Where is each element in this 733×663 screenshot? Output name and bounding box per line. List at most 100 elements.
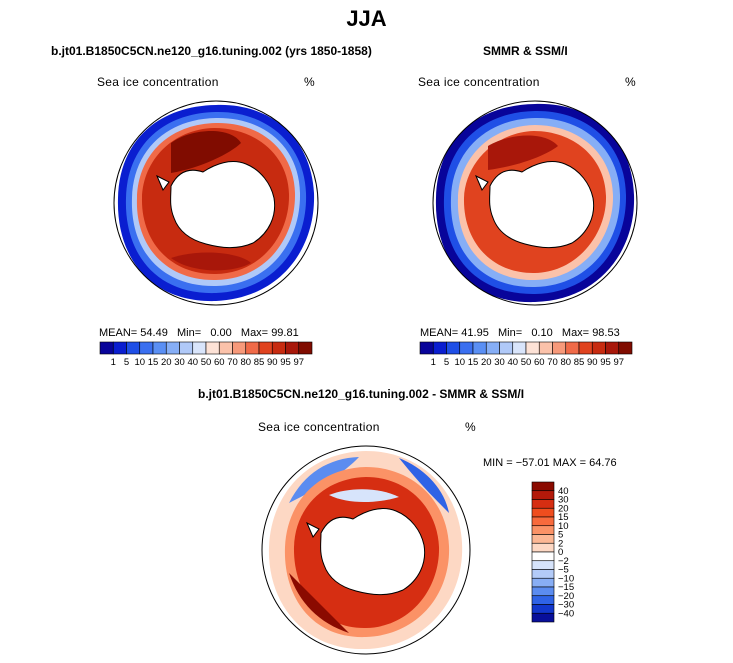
diff-colorbar-tick-2: 20 xyxy=(558,503,569,514)
model-colorbar-tick-0: 1 xyxy=(111,357,116,368)
obs-colorbar-box-11 xyxy=(565,341,580,355)
model-variable-label: Sea ice concentration xyxy=(97,75,219,89)
obs-colorbar-box-14 xyxy=(605,341,620,355)
diff-colorbar-box-4 xyxy=(531,516,555,527)
diff-variable-label: Sea ice concentration xyxy=(258,420,380,434)
obs-max-value: 98.53 xyxy=(592,327,620,339)
diff-colorbar-box-12 xyxy=(531,586,555,597)
model-colorbar-tick-5: 30 xyxy=(174,357,185,368)
model-panel-subtitle: b.jt01.B1850C5CN.ne120_g16.tuning.002 (y… xyxy=(51,44,372,58)
obs-variable-label: Sea ice concentration xyxy=(418,75,540,89)
model-colorbar-tick-12: 90 xyxy=(267,357,278,368)
obs-colorbar-tick-11: 85 xyxy=(574,357,585,368)
obs-colorbar-tick-2: 10 xyxy=(454,357,465,368)
model-max-label: Max= xyxy=(240,327,269,339)
model-colorbar: 1 5 10 15 20 30 40 50 60 70 80 85 90 95 97 xyxy=(99,341,313,368)
obs-colorbar-box-5 xyxy=(485,341,500,355)
model-mean-value: 54.49 xyxy=(140,327,168,339)
diff-colorbar-box-10 xyxy=(531,569,555,579)
model-colorbar-tick-8: 60 xyxy=(214,357,225,368)
diff-panel-subtitle: b.jt01.B1850C5CN.ne120_g16.tuning.002 - … xyxy=(198,387,525,401)
diff-colorbar-box-5 xyxy=(531,525,555,535)
obs-min-value: 0.10 xyxy=(531,327,553,339)
model-colorbar-box-10 xyxy=(232,341,247,355)
model-colorbar-box-14 xyxy=(285,341,300,355)
obs-stats: MEAN= 41.95 Min= 0.10 Max= 98.53 xyxy=(420,327,620,339)
obs-colorbar-tick-1: 5 xyxy=(444,357,449,368)
model-colorbar-box-3 xyxy=(139,341,154,355)
obs-colorbar-box-3 xyxy=(459,341,474,355)
diff-colorbar-tick-10: −10 xyxy=(558,573,574,584)
model-colorbar-box-8 xyxy=(205,341,220,355)
model-colorbar-box-12 xyxy=(258,341,273,355)
obs-colorbar-tick-4: 20 xyxy=(481,357,492,368)
obs-colorbar-box-12 xyxy=(578,341,593,355)
diff-colorbar-box-8 xyxy=(531,551,555,562)
model-colorbar-tick-1: 5 xyxy=(124,357,129,368)
model-colorbar-tick-2: 10 xyxy=(134,357,145,368)
obs-colorbar-box-4 xyxy=(472,341,487,355)
obs-colorbar-box-13 xyxy=(591,341,606,355)
obs-colorbar-tick-3: 15 xyxy=(468,357,479,368)
obs-colorbar-tick-0: 1 xyxy=(431,357,436,368)
diff-colorbar-tick-11: −15 xyxy=(558,582,574,593)
diff-colorbar-box-6 xyxy=(531,534,555,544)
obs-colorbar-box-6 xyxy=(499,341,514,355)
model-colorbar-box-11 xyxy=(245,341,260,355)
model-colorbar-tick-13: 95 xyxy=(280,357,291,368)
model-colorbar-box-5 xyxy=(165,341,180,355)
model-colorbar-box-9 xyxy=(218,341,233,355)
diff-colorbar-tick-9: −5 xyxy=(558,565,569,576)
diff-sea-ice-map xyxy=(261,445,471,655)
obs-colorbar-box-10 xyxy=(552,341,567,355)
model-colorbar-box-6 xyxy=(179,341,194,355)
obs-max-label: Max= xyxy=(561,327,590,339)
model-colorbar-box-2 xyxy=(126,341,141,355)
model-colorbar-tick-3: 15 xyxy=(148,357,159,368)
diff-stats: MIN = −57.01 MAX = 64.76 xyxy=(483,457,617,469)
obs-colorbar-box-9 xyxy=(538,341,553,355)
model-min-value: 0.00 xyxy=(210,327,232,339)
model-colorbar-tick-14: 97 xyxy=(293,357,304,368)
model-stats: MEAN= 54.49 Min= 0.00 Max= 99.81 xyxy=(99,327,299,339)
obs-colorbar-tick-12: 90 xyxy=(587,357,598,368)
diff-colorbar-box-2 xyxy=(531,499,555,509)
obs-colorbar-box-7 xyxy=(512,341,527,355)
model-colorbar-tick-4: 20 xyxy=(161,357,172,368)
model-colorbar-box-7 xyxy=(192,341,207,355)
diff-colorbar-box-15 xyxy=(531,612,555,623)
diff-units-label: % xyxy=(465,420,476,434)
model-colorbar-box-1 xyxy=(112,341,127,355)
diff-colorbar-tick-7: 0 xyxy=(558,547,563,558)
obs-mean-value: 41.95 xyxy=(461,327,489,339)
diff-colorbar-tick-3: 15 xyxy=(558,512,569,523)
obs-mean-label: MEAN= xyxy=(420,327,459,339)
obs-colorbar-tick-5: 30 xyxy=(494,357,505,368)
model-colorbar-tick-9: 70 xyxy=(227,357,238,368)
diff-colorbar-tick-1: 30 xyxy=(558,495,569,506)
obs-units-label: % xyxy=(625,75,636,89)
model-colorbar-tick-6: 40 xyxy=(187,357,198,368)
obs-colorbar-box-1 xyxy=(432,341,447,355)
diff-colorbar-tick-5: 5 xyxy=(558,530,563,541)
obs-colorbar-tick-13: 95 xyxy=(600,357,611,368)
diff-colorbar-tick-6: 2 xyxy=(558,538,563,549)
diff-colorbar-tick-14: −40 xyxy=(558,608,574,619)
obs-colorbar-tick-6: 40 xyxy=(507,357,518,368)
model-colorbar-box-15 xyxy=(298,341,313,355)
obs-colorbar-tick-7: 50 xyxy=(521,357,532,368)
model-units-label: % xyxy=(304,75,315,89)
obs-colorbar-tick-10: 80 xyxy=(560,357,571,368)
diff-colorbar-box-11 xyxy=(531,577,555,588)
model-colorbar-tick-10: 80 xyxy=(240,357,251,368)
diff-colorbar-box-14 xyxy=(531,604,555,614)
model-colorbar-box-0 xyxy=(99,341,114,355)
model-colorbar-box-4 xyxy=(152,341,167,355)
diff-colorbar-tick-13: −30 xyxy=(558,600,574,611)
obs-colorbar-tick-14: 97 xyxy=(613,357,624,368)
diff-colorbar-box-13 xyxy=(531,595,555,605)
obs-colorbar-box-8 xyxy=(525,341,540,355)
obs-colorbar-box-15 xyxy=(618,341,633,355)
diff-colorbar-tick-8: −2 xyxy=(558,556,569,567)
obs-colorbar: 1 5 10 15 20 30 40 50 60 70 80 85 90 95 97 xyxy=(419,341,633,368)
